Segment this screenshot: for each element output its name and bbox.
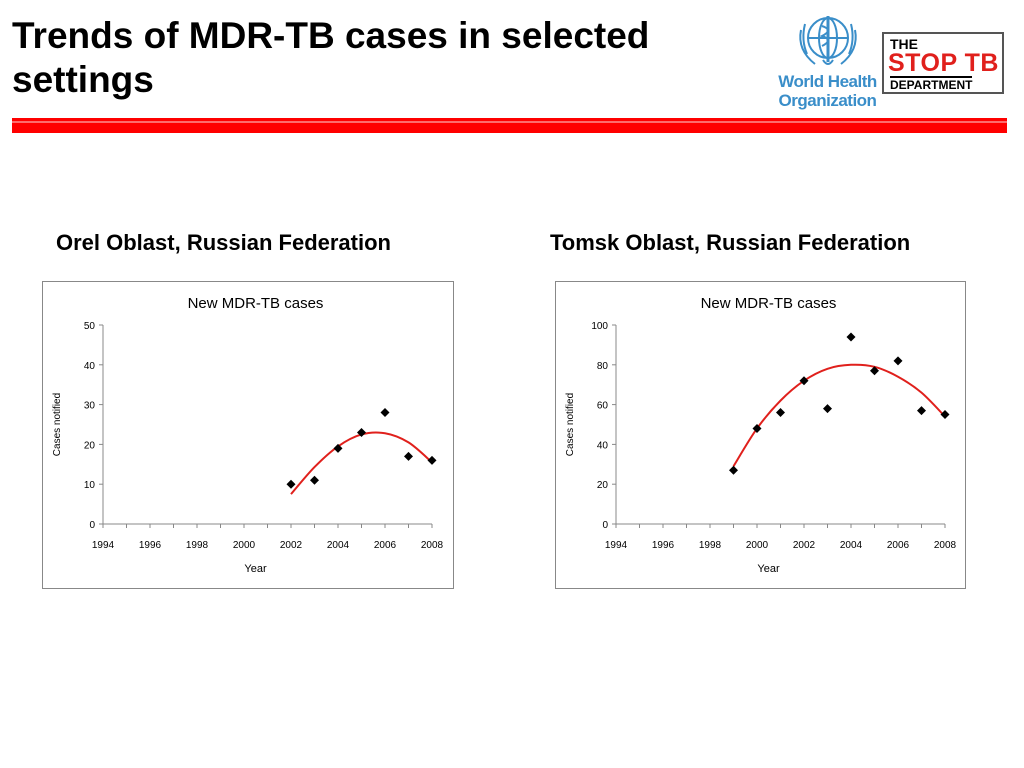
chart0-data-point [286,479,296,489]
chart1-data-point [917,406,926,416]
stoptb-the: THE [890,36,918,52]
chart0-x-axis-label: Year [244,563,267,575]
chart0-y-tick-label: 40 [84,361,96,372]
chart1-x-tick-label: 2000 [746,540,769,551]
chart0-y-tick-label: 30 [84,401,96,412]
chart0-y-axis-label: Cases notified [52,393,63,456]
chart1-x-tick-label: 2006 [887,540,910,551]
panel-heading-tomsk: Tomsk Oblast, Russian Federation [550,230,911,255]
chart1-data-point [729,465,738,475]
chart0-x-tick-label: 2004 [327,540,350,551]
panel-heading-orel: Orel Oblast, Russian Federation [56,230,391,255]
chart-tomsk: New MDR-TB cases 0 20 40 60 80 100 1994 1996 1998… [555,281,966,589]
who-emblem-icon [799,16,857,65]
chart0-x-tick-label: 2006 [374,540,397,551]
who-name-line2: Organization [778,91,877,110]
chart1-data-point [940,410,950,420]
chart1-y-tick-label: 40 [597,440,609,451]
chart0-y-tick-label: 10 [84,480,96,491]
chart0-x-tick-label: 1996 [139,540,162,551]
stoptb-department: DEPARTMENT [890,76,973,92]
chart1-y-tick-label: 20 [597,480,609,491]
chart0-data-point [333,443,343,453]
chart1-data-point [870,366,879,376]
chart0-title: New MDR-TB cases [188,295,324,312]
page-title: Trends of MDR-TB cases in selected setti… [12,15,650,100]
chart1-data-point [752,423,762,433]
chart0-x-tick-label: 1994 [92,540,115,551]
chart1-data-point [776,408,785,418]
chart0-x-tick-label: 2000 [233,540,256,551]
chart1-x-tick-label: 2004 [840,540,863,551]
chart0-y-tick-label: 50 [84,321,96,332]
chart-tomsk-svg: New MDR-TB cases 0 20 40 60 80 100 1994 1996 1998… [565,295,957,575]
chart1-x-tick-label: 2002 [793,540,816,551]
chart0-trend-line [290,431,433,495]
chart1-x-tick-label: 1996 [652,540,675,551]
chart1-y-axis-label: Cases notified [565,393,576,456]
chart0-data-point [427,455,437,465]
chart1-y-tick-label: 80 [597,361,609,372]
chart1-data-point [893,356,903,366]
chart-orel-svg: New MDR-TB cases 0 10 20 30 40 50 1994 1996 1998 2… [52,295,444,575]
chart0-y-tick-label: 0 [89,520,95,531]
chart0-x-tick-label: 2002 [280,540,303,551]
chart1-data-point [799,376,809,386]
stoptb-main: STOP TB [888,49,999,77]
chart1-trend-line [732,363,946,467]
chart0-data-point [404,451,413,461]
chart0-x-tick-label: 1998 [186,540,209,551]
chart1-x-tick-label: 2008 [934,540,957,551]
chart0-y-tick-label: 20 [84,440,96,451]
chart-orel: New MDR-TB cases 0 10 20 30 40 50 1994 1996 1998 2… [42,281,454,589]
chart1-data-point [846,332,856,342]
chart1-y-tick-label: 100 [591,321,608,332]
chart1-y-tick-label: 60 [597,401,609,412]
who-logo: World Health Organization [775,10,880,112]
chart0-data-point [380,408,390,418]
chart1-x-tick-label: 1998 [699,540,722,551]
chart0-data-point [357,427,366,437]
title-divider [12,118,1007,133]
chart1-title: New MDR-TB cases [701,295,837,312]
stoptb-logo: THE STOP TB DEPARTMENT [882,32,1004,94]
who-name-line1: World Health [778,72,877,91]
chart0-data-point [310,475,319,485]
chart1-data-point [823,404,832,414]
chart1-x-tick-label: 1994 [605,540,628,551]
chart1-y-tick-label: 0 [602,520,608,531]
chart0-x-tick-label: 2008 [421,540,444,551]
chart1-x-axis-label: Year [757,563,780,575]
